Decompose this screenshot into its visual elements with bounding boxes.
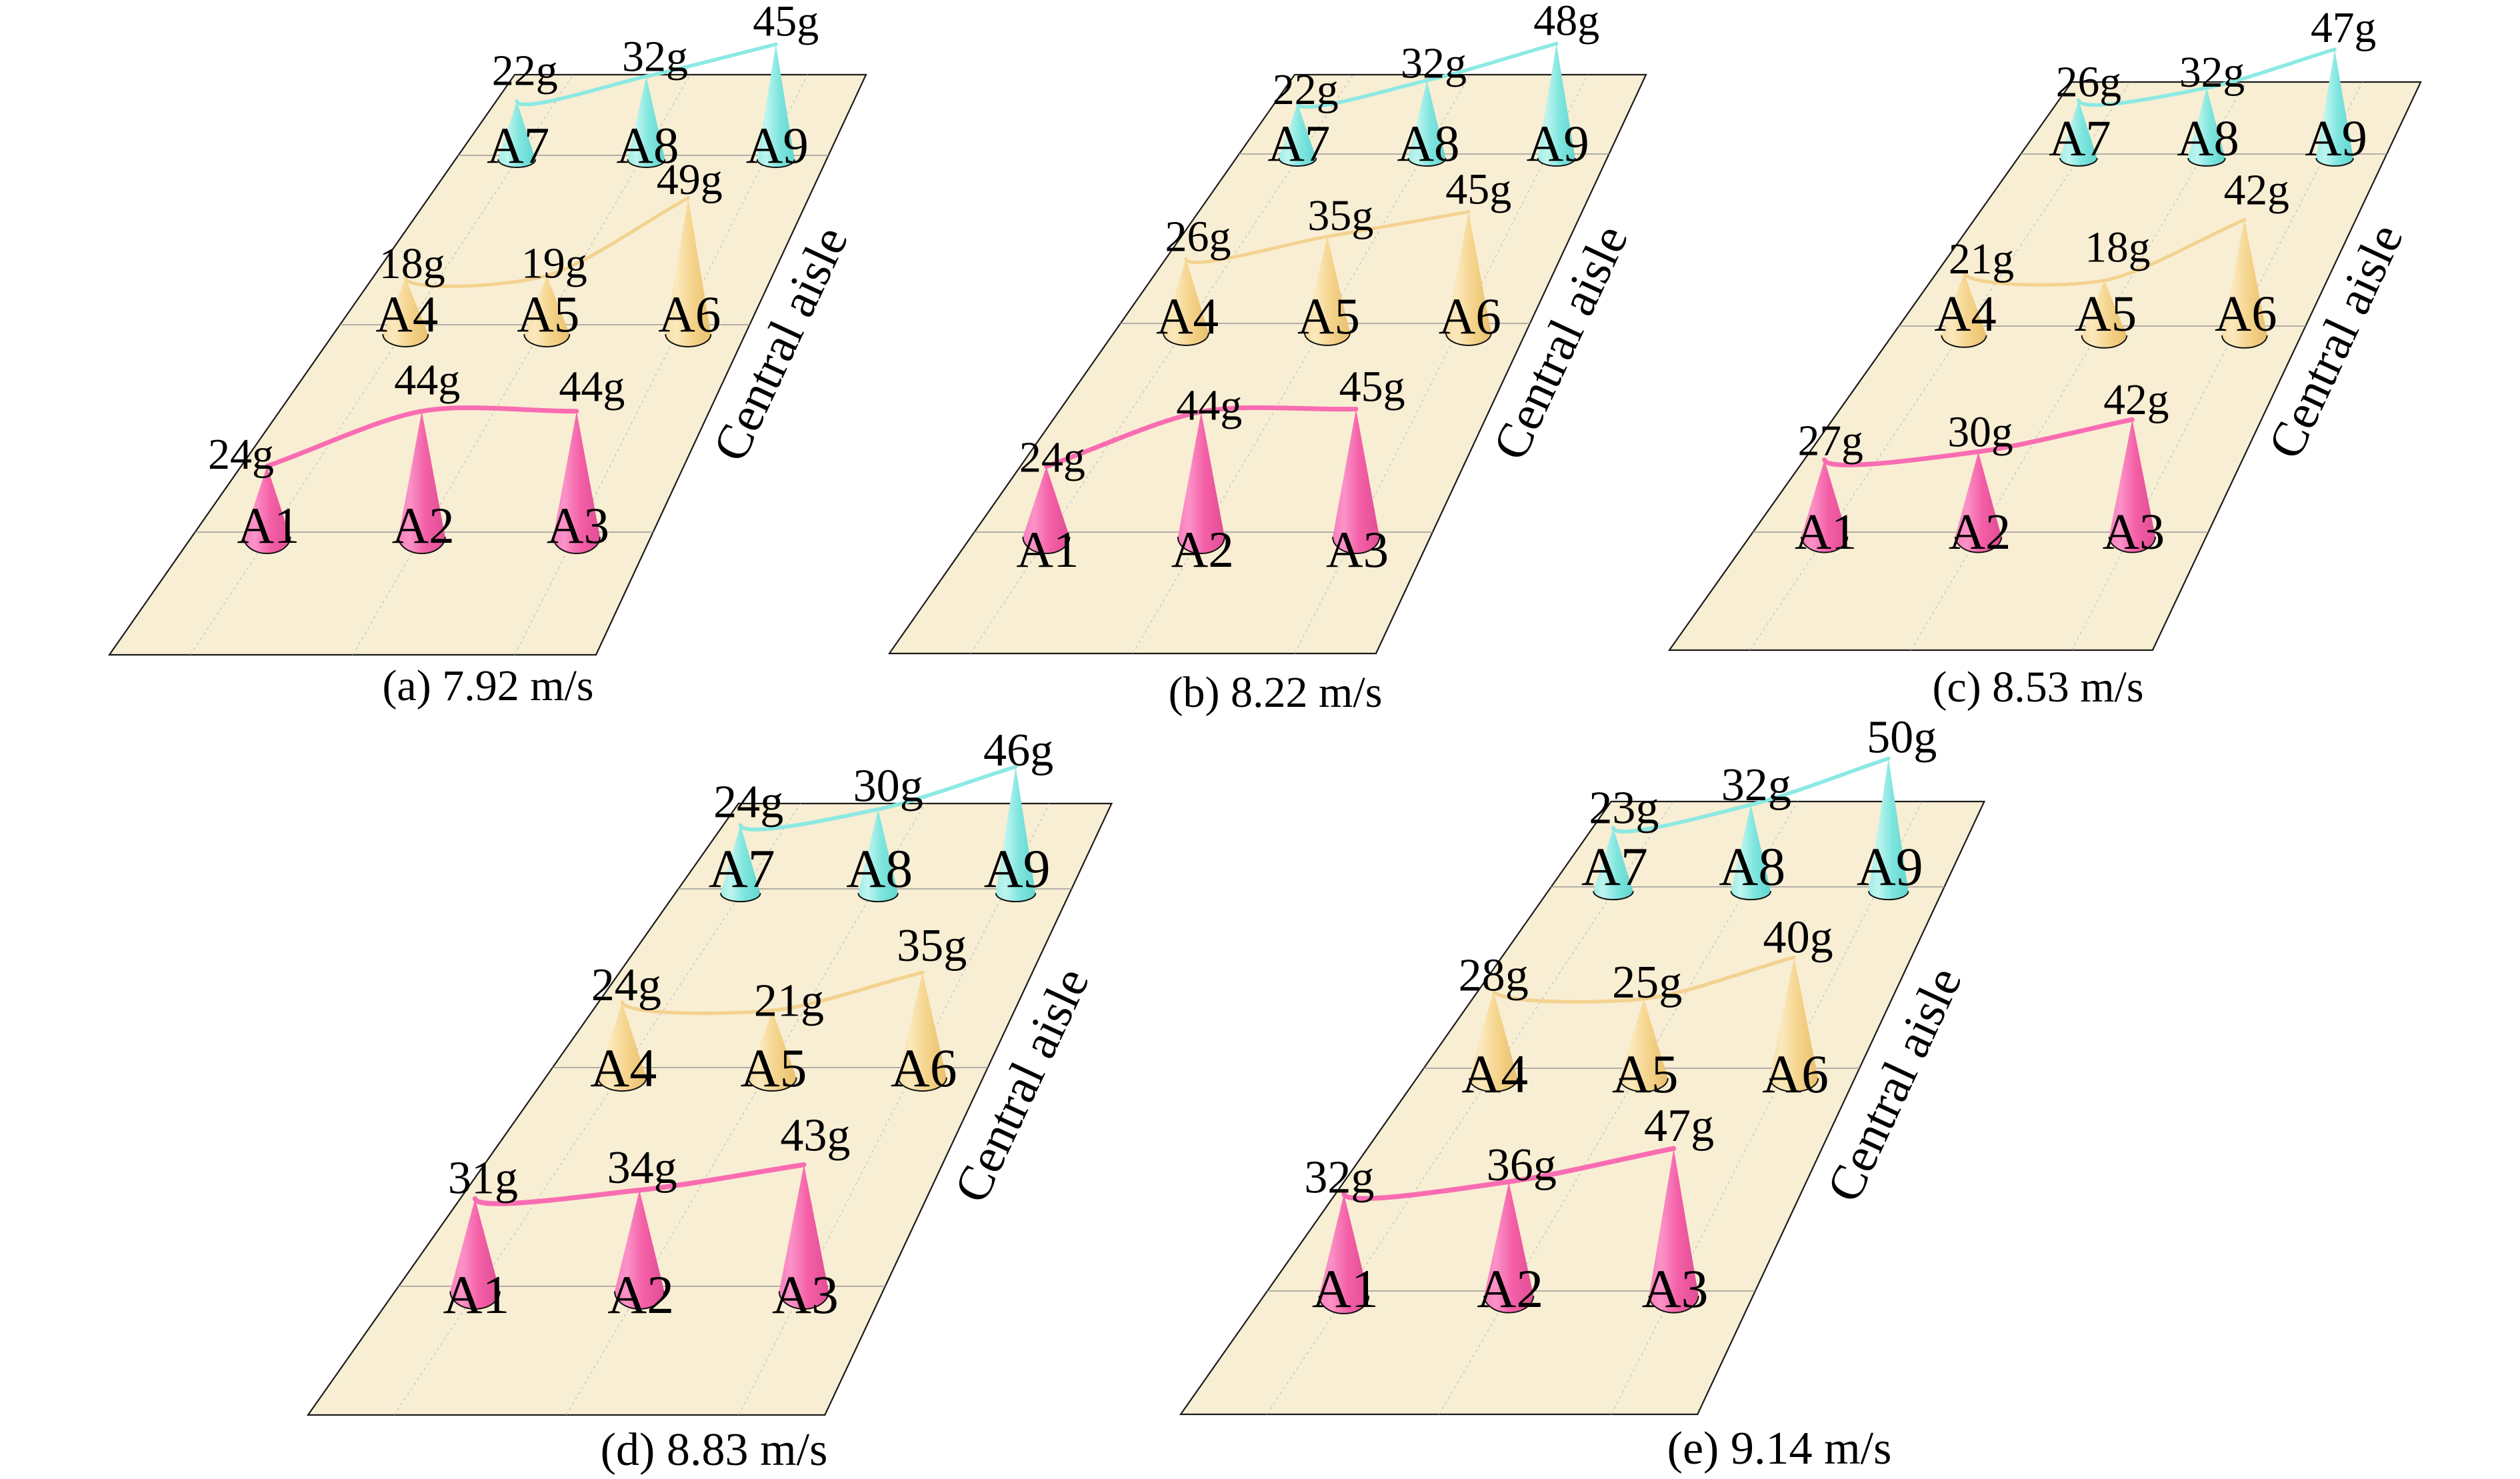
svg-text:A5: A5 [2075,285,2137,342]
svg-text:A5: A5 [1612,1044,1679,1104]
svg-text:28g: 28g [1459,950,1529,1002]
svg-text:A2: A2 [1477,1258,1543,1319]
svg-text:32g: 32g [1401,39,1467,88]
svg-text:A6: A6 [1762,1044,1829,1104]
svg-text:48g: 48g [1533,0,1599,45]
svg-text:A2: A2 [1949,503,2011,560]
svg-text:25g: 25g [1612,957,1682,1008]
svg-text:A5: A5 [741,1038,807,1098]
svg-text:40g: 40g [1763,912,1833,964]
svg-text:26g: 26g [1165,212,1231,261]
svg-text:A6: A6 [891,1038,957,1098]
svg-text:A8: A8 [1397,115,1459,172]
svg-text:44g: 44g [559,363,625,411]
svg-text:(b) 8.22 m/s: (b) 8.22 m/s [1169,668,1383,717]
svg-text:19g: 19g [521,239,587,287]
svg-text:45g: 45g [1445,165,1511,214]
svg-text:18g: 18g [379,239,445,288]
svg-text:A9: A9 [1857,836,1923,897]
svg-text:21g: 21g [754,975,824,1026]
svg-text:36g: 36g [1487,1140,1557,1191]
svg-text:35g: 35g [897,920,967,972]
svg-text:A9: A9 [984,838,1051,899]
svg-text:A1: A1 [1795,503,1857,560]
svg-text:45g: 45g [753,0,819,46]
svg-text:18g: 18g [2085,224,2150,272]
svg-text:A2: A2 [607,1264,674,1325]
svg-text:21g: 21g [1949,235,2014,283]
svg-text:A3: A3 [547,497,609,554]
svg-text:(a) 7.92 m/s: (a) 7.92 m/s [382,661,593,710]
svg-text:A4: A4 [1934,285,1997,342]
svg-text:A3: A3 [1642,1258,1709,1319]
svg-text:32g: 32g [622,33,688,81]
svg-text:45g: 45g [1339,363,1405,411]
svg-text:(d) 8.83 m/s: (d) 8.83 m/s [601,1424,828,1476]
svg-text:30g: 30g [1947,408,2013,456]
svg-text:46g: 46g [983,725,1053,776]
svg-text:31g: 31g [448,1153,518,1204]
svg-text:32g: 32g [1304,1152,1374,1203]
svg-text:24g: 24g [713,777,783,828]
svg-text:22g: 22g [1273,65,1339,114]
svg-text:50g: 50g [1867,712,1937,764]
svg-text:A2: A2 [392,497,455,554]
svg-text:A8: A8 [616,117,679,174]
svg-text:22g: 22g [492,47,558,95]
svg-text:A1: A1 [1016,521,1079,578]
svg-text:43g: 43g [780,1110,850,1162]
svg-text:A4: A4 [1156,287,1219,345]
svg-text:A2: A2 [1171,521,1234,578]
svg-text:A9: A9 [746,117,809,174]
svg-text:A8: A8 [2177,110,2239,167]
svg-text:A9: A9 [1527,115,1589,172]
svg-text:30g: 30g [853,761,923,812]
svg-text:A9: A9 [2305,110,2367,167]
svg-text:34g: 34g [607,1142,677,1194]
svg-text:24g: 24g [591,960,661,1011]
svg-text:44g: 44g [394,356,460,405]
svg-text:A6: A6 [658,285,721,343]
svg-text:A4: A4 [1461,1044,1528,1104]
svg-text:A7: A7 [487,117,549,174]
svg-text:49g: 49g [657,155,723,204]
svg-text:A5: A5 [517,285,579,343]
svg-text:47g: 47g [2311,4,2376,52]
svg-text:27g: 27g [1798,417,1863,465]
svg-text:24g: 24g [208,430,274,479]
svg-text:A7: A7 [2049,110,2111,167]
svg-text:47g: 47g [1644,1100,1714,1152]
svg-text:32g: 32g [2179,49,2245,97]
svg-text:(c) 8.53 m/s: (c) 8.53 m/s [1932,663,2143,711]
svg-text:26g: 26g [2056,58,2121,106]
svg-text:A3: A3 [1326,521,1389,578]
svg-text:42g: 42g [2103,376,2169,424]
svg-text:A4: A4 [375,285,438,343]
svg-text:A5: A5 [1297,287,1360,345]
svg-text:A6: A6 [1439,287,1501,345]
svg-text:A1: A1 [443,1264,510,1325]
svg-text:A7: A7 [1267,115,1330,172]
svg-text:A6: A6 [2215,285,2277,342]
svg-text:A8: A8 [1719,836,1785,897]
svg-text:A1: A1 [237,497,299,554]
svg-text:A8: A8 [846,838,913,899]
svg-text:A7: A7 [709,838,775,899]
svg-text:44g: 44g [1176,381,1242,430]
svg-text:42g: 42g [2224,166,2289,214]
svg-text:32g: 32g [1721,760,1791,811]
svg-text:A3: A3 [772,1264,839,1325]
svg-text:A3: A3 [2103,503,2165,560]
svg-text:24g: 24g [1019,433,1085,482]
svg-text:(e) 9.14 m/s: (e) 9.14 m/s [1667,1423,1892,1474]
svg-text:35g: 35g [1307,191,1373,240]
svg-text:A1: A1 [1312,1258,1379,1319]
svg-text:A7: A7 [1581,836,1648,897]
svg-text:23g: 23g [1589,783,1659,834]
svg-text:A4: A4 [590,1038,657,1098]
